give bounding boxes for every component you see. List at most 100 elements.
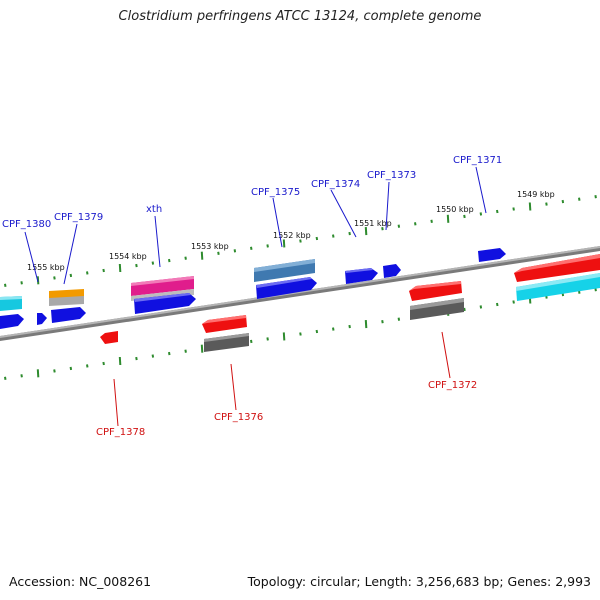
gene-label[interactable]: CPF_1374 [311,179,360,190]
gene-labels: CPF_1380 CPF_1379 xth CPF_1375 CPF_1374 … [2,155,502,438]
minor-tick [496,302,499,307]
gene-label[interactable]: CPF_1375 [251,187,300,198]
callout-line [154,215,161,268]
minor-tick [53,276,56,280]
minor-tick [86,271,89,275]
gene-label[interactable]: CPF_1376 [214,412,263,423]
minor-tick [168,351,171,356]
gene-arrow[interactable] [478,248,506,262]
minor-tick [381,320,384,324]
minor-tick [4,376,7,380]
scale-label: 1552 kbp [273,231,311,240]
gene-label[interactable]: CPF_1373 [367,170,416,181]
scale-label: 1549 kbp [517,190,555,199]
gene-arrow[interactable] [51,307,86,323]
major-tick [528,202,532,211]
minor-tick [348,231,351,236]
callout-line [113,378,119,427]
minor-tick [102,361,105,366]
minor-tick [299,332,302,336]
minor-tick [86,364,89,368]
gene-arrow[interactable] [256,277,317,299]
minor-tick [496,209,499,214]
scale-label: 1550 kbp [436,205,474,214]
minor-tick [20,281,23,285]
gene-arrow[interactable] [383,264,401,278]
minor-tick [266,244,269,248]
scale-label: 1554 kbp [109,252,147,261]
minor-tick [414,222,417,226]
minor-tick [397,317,401,321]
forward-genes-inner [0,273,600,329]
scale-label: 1555 kbp [27,263,65,272]
reverse-genes [100,281,464,352]
gene-label[interactable]: CPF_1380 [2,219,51,230]
scale-labels: 1555 kbp 1554 kbp 1553 kbp 1552 kbp 1551… [27,190,555,272]
minor-tick [479,305,483,309]
minor-tick [250,339,253,344]
minor-tick [561,199,565,204]
major-tick [200,344,204,353]
minor-tick [266,337,269,341]
minor-tick [332,327,335,331]
scale-label: 1551 kbp [354,219,392,228]
major-tick [36,369,40,378]
callout-lines [24,166,487,427]
callout-line [230,363,237,411]
minor-tick [463,214,466,219]
scale-ticks-lower [4,288,597,380]
minor-tick [20,374,23,378]
minor-tick [315,329,319,334]
major-tick [364,320,368,329]
gene-arrow[interactable] [100,331,118,344]
minor-tick [250,246,253,250]
minor-tick [512,207,515,211]
minor-tick [184,256,187,260]
minor-tick [299,239,302,243]
minor-tick [151,354,155,358]
gene-label[interactable]: CPF_1378 [96,427,145,438]
major-tick [200,251,204,260]
minor-tick [168,258,171,263]
callout-line [441,331,451,379]
callout-line [475,166,487,214]
gene-label[interactable]: xth [146,204,162,215]
minor-tick [479,212,483,216]
major-tick [364,227,368,236]
minor-tick [184,349,187,353]
callout-line [272,197,283,248]
major-tick [446,214,450,223]
minor-tick [397,224,401,228]
gene-label[interactable]: CPF_1371 [453,155,502,166]
minor-tick [430,219,433,223]
map-title: Clostridium perfringens ATCC 13124, comp… [118,9,482,24]
genome-backbone-highlight [0,246,600,338]
minor-tick [217,251,220,255]
genome-summary: Topology: circular; Length: 3,256,683 bp… [247,574,591,589]
gene-arrow[interactable] [0,314,24,329]
minor-tick [69,273,73,278]
accession-text: Accession: NC_008261 [9,574,152,589]
minor-tick [545,202,548,206]
major-tick [282,239,286,248]
minor-tick [348,324,351,329]
minor-tick [315,236,319,241]
minor-tick [463,307,466,312]
callout-line [24,231,39,283]
gene-box[interactable] [131,276,194,296]
minor-tick [332,234,335,238]
gene-label[interactable]: CPF_1379 [54,212,103,223]
minor-tick [151,261,155,265]
gene-label[interactable]: CPF_1372 [428,380,477,391]
callout-line [63,223,78,285]
minor-tick [381,227,384,231]
minor-tick [233,249,237,253]
minor-tick [4,283,7,287]
minor-tick [69,366,73,371]
callout-line [385,181,390,231]
minor-tick [135,263,138,268]
minor-tick [102,268,105,273]
gene-arrow[interactable] [37,313,47,325]
